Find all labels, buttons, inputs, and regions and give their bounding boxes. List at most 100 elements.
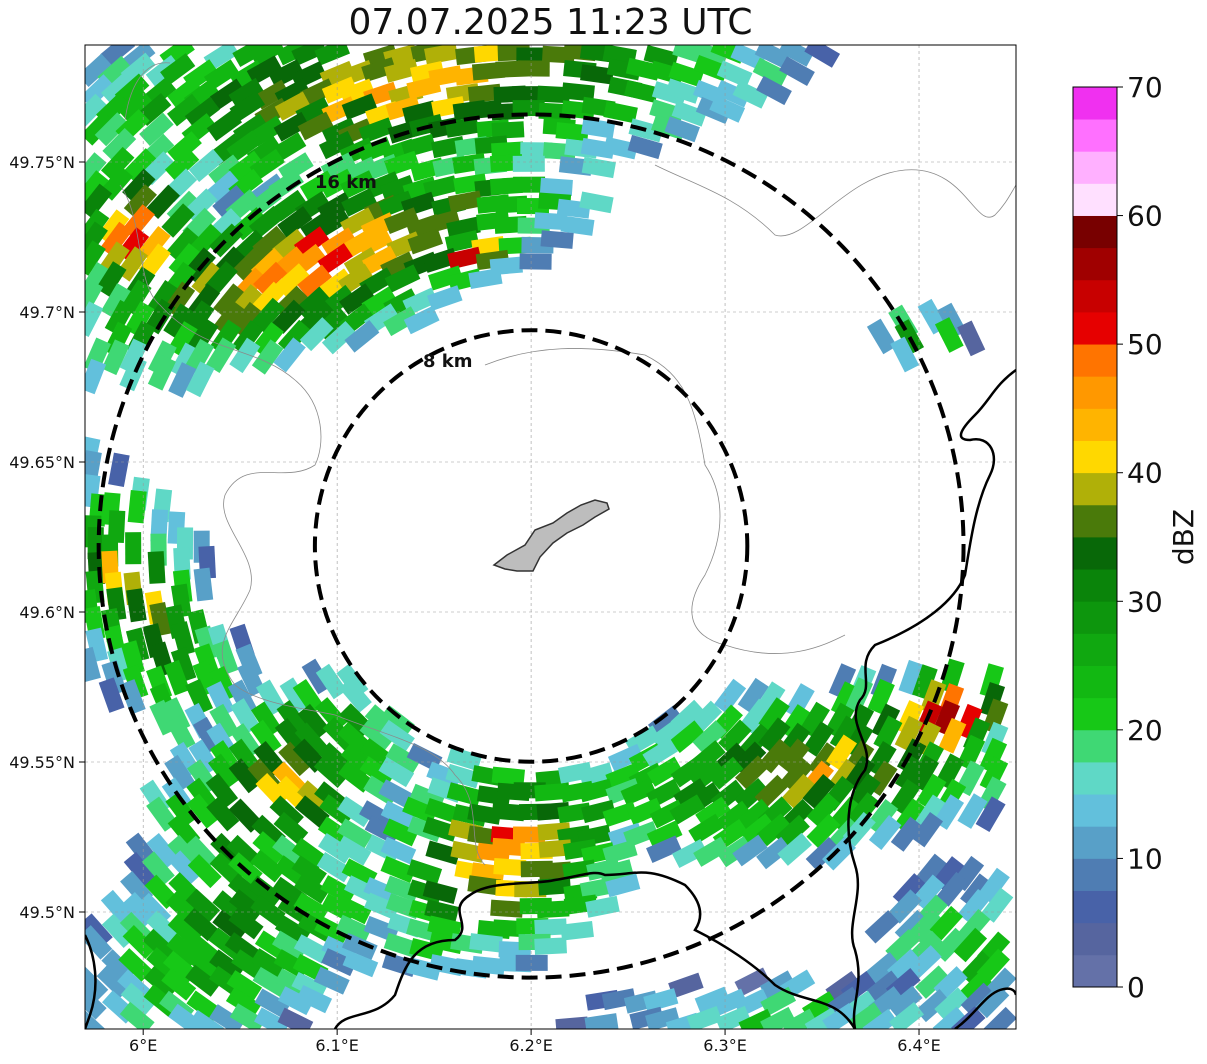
echo-cell <box>301 658 332 695</box>
echo-cell <box>512 100 545 117</box>
echo-cell <box>406 76 442 99</box>
echo-cell <box>960 873 993 909</box>
echo-cell <box>122 168 156 203</box>
echo-cell <box>163 659 190 696</box>
echo-cell <box>646 756 683 787</box>
echo-cell <box>97 209 130 245</box>
echo-cell <box>185 361 215 398</box>
echo-cell <box>953 927 988 963</box>
echo-cell <box>336 818 373 849</box>
echo-cell <box>356 228 393 257</box>
echo-cell <box>321 320 357 355</box>
echo-cell <box>144 298 176 335</box>
echo-cell <box>95 261 127 297</box>
lon-tick-label: 6.2°E <box>509 1036 553 1055</box>
echo-cell <box>446 782 482 806</box>
echo-cell <box>272 761 306 796</box>
echo-cell <box>715 1005 752 1029</box>
echo-cell <box>560 920 594 941</box>
echo-cell <box>228 758 262 794</box>
range-ring-8km <box>312 328 750 764</box>
echo-cell <box>603 101 638 124</box>
echo-cell <box>445 763 481 789</box>
echo-cell <box>516 47 549 64</box>
echo-cell <box>561 82 595 102</box>
echo-cell <box>321 227 357 259</box>
echo-cell <box>185 888 221 923</box>
echo-cell <box>716 800 752 833</box>
echo-cell <box>293 934 330 964</box>
echo-cell <box>120 640 145 676</box>
echo-cell <box>671 100 708 127</box>
echo-cell <box>299 170 336 201</box>
gridlines <box>85 45 1016 1029</box>
echo-cell <box>775 814 810 849</box>
echo-cell <box>85 74 115 108</box>
echo-cell <box>491 837 525 857</box>
echo-cell <box>895 755 926 792</box>
colorbar-swatch <box>1073 858 1117 891</box>
echo-cell <box>212 639 239 676</box>
echo-cell <box>203 59 240 91</box>
echo-cell <box>228 150 264 183</box>
echo-cell <box>102 127 137 163</box>
echo-cell <box>273 337 306 373</box>
lat-tick-label: 49.75°N <box>9 153 75 172</box>
echo-cell <box>143 965 179 999</box>
echo-cell <box>890 816 923 852</box>
echo-cell <box>85 925 113 960</box>
lon-tick-label: 6°E <box>129 1036 157 1055</box>
echo-cell <box>166 933 202 967</box>
echo-cell <box>249 115 286 147</box>
echo-cell <box>447 246 482 270</box>
echo-cell <box>205 337 237 374</box>
echo-cell <box>607 743 644 772</box>
echo-cell <box>384 58 420 83</box>
echo-cell <box>427 285 463 311</box>
echo-cell <box>555 122 589 142</box>
echo-cell <box>514 881 547 898</box>
echo-cell <box>467 83 502 104</box>
echo-cell <box>146 184 180 219</box>
echo-cell <box>909 908 943 943</box>
echo-cell <box>668 972 704 999</box>
echo-cell <box>229 723 262 759</box>
echo-cell <box>907 945 942 979</box>
echo-cell <box>781 773 816 809</box>
echo-cell <box>646 820 683 849</box>
echo-cell <box>250 849 285 883</box>
echo-cell <box>123 148 158 183</box>
echo-cell <box>605 762 642 790</box>
echo-cell <box>164 147 200 182</box>
echo-cell <box>407 228 444 255</box>
echo-cell <box>185 964 221 997</box>
echo-cell <box>602 801 638 827</box>
echo-cell <box>778 45 815 67</box>
echo-cell <box>212 909 248 943</box>
echo-cell <box>268 168 304 200</box>
echo-cell <box>866 318 898 355</box>
colorbar-swatch <box>1073 569 1117 602</box>
echo-cell <box>828 663 857 699</box>
echo-cell <box>147 279 179 316</box>
echo-cell <box>147 354 176 391</box>
echo-cell <box>294 795 330 829</box>
echo-cell <box>886 948 922 983</box>
echo-cell <box>799 701 830 738</box>
echo-cell <box>224 932 261 964</box>
echo-cell <box>490 899 524 918</box>
echo-cell <box>714 79 751 108</box>
echo-cell <box>249 719 282 755</box>
echo-cell <box>231 320 264 356</box>
echo-cell <box>806 813 841 848</box>
radar-map[interactable]: 8 km 16 km 6°E 6.1°E 6.2°E 6.3°E 6.4°E 49.5°N 4… <box>9 44 1017 1055</box>
echo-cell <box>271 189 307 222</box>
echo-cell <box>194 625 220 661</box>
echo-cell <box>85 279 104 315</box>
echo-cell <box>272 228 308 262</box>
colorbar-tick-label: 60 <box>1127 200 1163 233</box>
echo-cell <box>829 715 860 752</box>
echo-cell <box>380 856 417 883</box>
echo-cell <box>603 136 638 160</box>
echo-cell <box>938 717 967 754</box>
